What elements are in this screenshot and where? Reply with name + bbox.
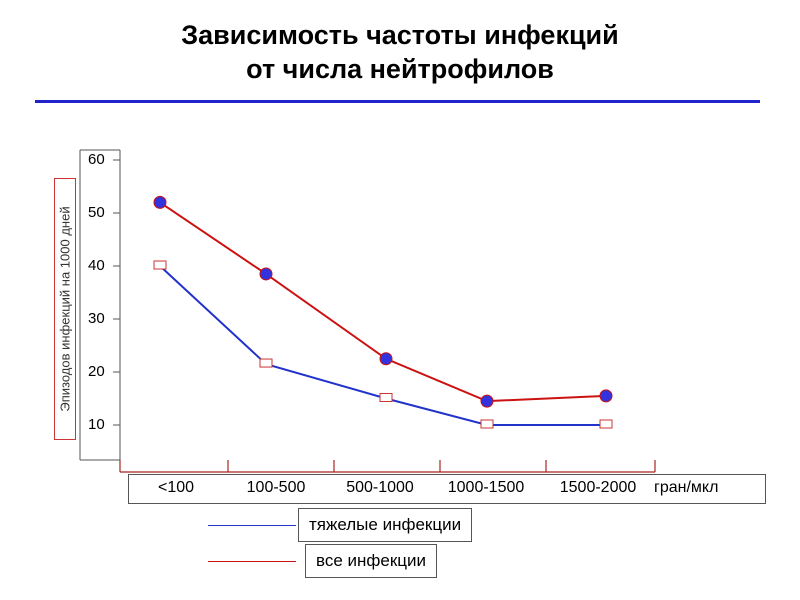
data-point-severe: [259, 358, 273, 368]
title-line-1: Зависимость частоты инфекций: [181, 20, 619, 50]
data-point-severe: [379, 393, 393, 402]
page-title: Зависимость частоты инфекций от числа не…: [0, 18, 800, 86]
x-tick-label: 100-500: [246, 479, 306, 496]
legend-line-severe: [208, 525, 296, 526]
x-tick-label: 1500-2000: [559, 479, 637, 496]
legend-item-all: все инфекции: [305, 544, 438, 578]
y-tick-label: 60: [88, 151, 105, 168]
y-tick-label: 30: [88, 310, 105, 327]
x-tick-label: 500-1000: [346, 479, 414, 496]
y-tick-label: 40: [88, 257, 105, 274]
y-tick-label: 50: [88, 204, 105, 221]
y-axis-label-box: [54, 178, 76, 440]
legend-item-severe: тяжелые инфекции: [298, 508, 473, 542]
x-axis-label-box: [128, 474, 766, 504]
legend-line-all: [208, 561, 296, 562]
x-tick-label: 1000-1500: [447, 479, 525, 496]
data-point-severe: [480, 419, 494, 429]
data-point-severe: [153, 260, 167, 270]
title-divider: [35, 100, 760, 103]
data-point-all: [259, 267, 273, 281]
x-axis-unit: гран/мкл: [654, 479, 719, 496]
data-point-all: [379, 352, 393, 366]
data-point-severe: [599, 419, 613, 429]
x-tick-label: <100: [157, 479, 195, 496]
data-point-all: [480, 394, 494, 408]
y-axis-label: Эпизодов инфекций на 1000 дней: [57, 206, 73, 412]
series-line-all: [159, 201, 607, 403]
data-point-all: [599, 389, 613, 403]
title-line-2: от числа нейтрофилов: [246, 54, 554, 84]
y-tick-label: 10: [88, 416, 105, 433]
data-point-all: [153, 195, 167, 209]
y-tick-label: 20: [88, 363, 105, 380]
